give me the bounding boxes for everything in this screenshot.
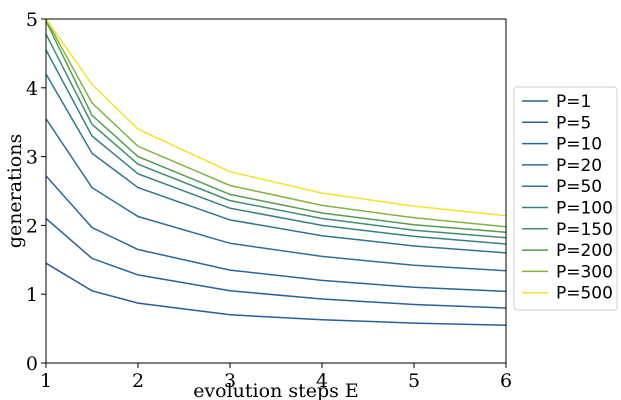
series-line-p-100: [46, 49, 506, 245]
plot-lines: [46, 19, 506, 326]
series-line-p-1: [46, 262, 506, 326]
plot-frame: [45, 18, 507, 364]
x-tick-label: 4: [316, 370, 328, 392]
y-tick-label: 0: [26, 353, 38, 375]
legend-label: P=10: [556, 135, 602, 155]
x-tick-label: 3: [224, 370, 236, 392]
x-tick-label: 2: [132, 370, 144, 392]
series-line-p-500: [46, 19, 506, 217]
legend-label: P=20: [556, 156, 602, 176]
legend-label: P=1: [556, 92, 591, 112]
x-axis-label: evolution steps E: [193, 380, 359, 400]
series-line-p-5: [46, 217, 506, 309]
y-tick-label: 2: [26, 215, 38, 237]
series-line-p-10: [46, 175, 506, 293]
y-tick-label: 4: [26, 78, 38, 100]
y-axis-ticks: 0 1 2 3 4 5: [26, 9, 46, 375]
y-tick-label: 5: [26, 9, 38, 31]
x-tick-label: 5: [408, 370, 420, 392]
legend-label: P=300: [556, 262, 613, 282]
series-line-p-20: [46, 118, 506, 272]
series-line-p-200: [46, 20, 506, 234]
legend-box: [513, 86, 618, 311]
x-tick-label: 1: [40, 370, 52, 392]
legend-label: P=5: [556, 113, 591, 133]
legend-label: P=100: [556, 199, 613, 219]
x-tick-label: 6: [500, 370, 512, 392]
y-tick-label: 3: [26, 147, 38, 169]
series-line-p-300: [46, 19, 506, 228]
y-axis-label: generations: [4, 134, 26, 248]
x-axis-ticks: 1 2 3 4 5 6: [40, 363, 512, 392]
legend: P=1P=5P=10P=20P=50P=100P=150P=200P=300P=…: [513, 86, 618, 311]
legend-label: P=200: [556, 241, 613, 261]
series-line-p-150: [46, 33, 506, 239]
y-tick-label: 1: [26, 284, 38, 306]
series-line-p-50: [46, 73, 506, 254]
legend-label: P=50: [556, 177, 602, 197]
legend-label: P=500: [556, 284, 613, 304]
legend-label: P=150: [556, 220, 613, 240]
